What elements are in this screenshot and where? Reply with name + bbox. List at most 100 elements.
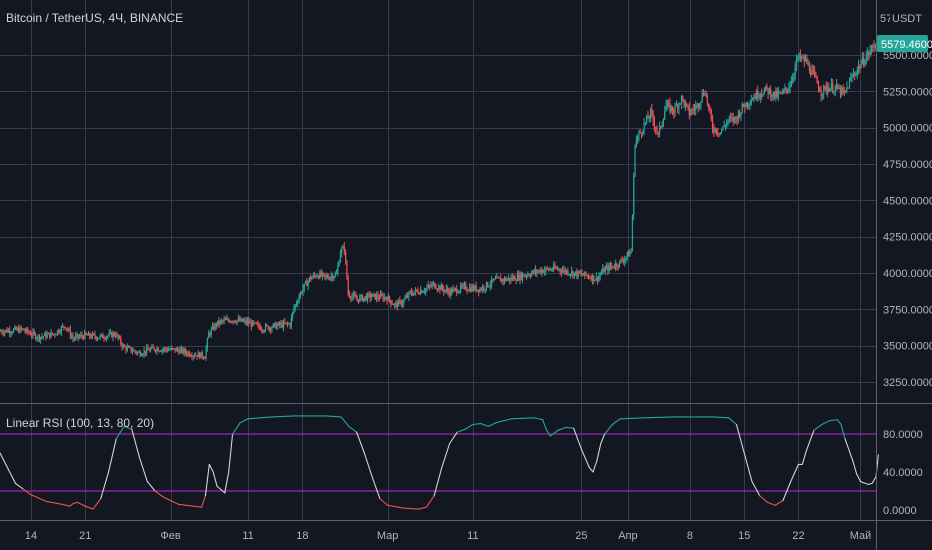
price-tick-label: 3250.0000 <box>883 377 932 389</box>
candle-body <box>715 128 718 134</box>
candle-body <box>799 54 802 59</box>
candle-body <box>208 333 210 339</box>
candle-body <box>151 346 153 349</box>
candle-body <box>808 63 811 72</box>
currency-label[interactable]: USDT <box>892 13 922 25</box>
candle-body <box>53 334 55 336</box>
chart-title: Bitcoin / TetherUS, 4Ч, BINANCE <box>6 11 183 25</box>
candle-body <box>162 349 165 351</box>
candle-body <box>395 302 397 304</box>
candle-body <box>301 292 303 294</box>
candle-body <box>144 350 146 354</box>
candle-body <box>647 116 649 119</box>
candle-body <box>432 282 435 284</box>
candle-body <box>461 285 463 287</box>
candle-body <box>82 336 84 339</box>
candle-body <box>257 323 259 325</box>
currency-badge[interactable] <box>890 9 916 26</box>
candle-body <box>335 273 338 275</box>
candle-body <box>573 272 575 277</box>
candle-body <box>435 288 437 290</box>
candle-body <box>139 351 141 356</box>
candle-body <box>789 86 791 88</box>
candlestick-series[interactable] <box>0 37 879 362</box>
candle-body <box>352 294 354 297</box>
candle-body <box>519 273 521 280</box>
candle-body <box>317 276 320 279</box>
candle-body <box>49 332 51 338</box>
candle-body <box>590 277 592 281</box>
candle-body <box>347 278 349 294</box>
candle-body <box>189 355 192 357</box>
candle-body <box>536 269 538 273</box>
candle-body <box>599 274 601 277</box>
candle-body <box>87 332 90 336</box>
rsi-line-segment <box>604 423 613 435</box>
rsi-line-segment <box>840 423 846 440</box>
candle-body <box>281 323 283 328</box>
candle-body <box>363 297 365 301</box>
candle-body <box>503 277 506 282</box>
candle-body <box>542 269 544 273</box>
candle-body <box>697 104 699 108</box>
rsi-level-lines <box>0 433 876 492</box>
rsi-line-series[interactable] <box>0 415 879 510</box>
candle-body <box>668 102 670 104</box>
candle-body <box>527 274 529 277</box>
candle-body <box>571 271 573 275</box>
time-axis[interactable]: 14 21 Фев 11 18 Мар 11 25 Апр 8 15 22 Май <box>25 530 871 542</box>
candle-body <box>374 293 376 300</box>
rsi-line-segment <box>511 417 536 420</box>
time-tick-label: 8 <box>687 530 693 542</box>
candle-body <box>842 88 844 92</box>
candle-body <box>737 112 739 121</box>
rsi-axis[interactable]: 80.0000 40.0000 0.0000 <box>883 429 923 517</box>
candle-body <box>107 335 109 337</box>
rsi-line-segment <box>456 428 466 433</box>
candle-body <box>781 91 783 94</box>
candle-body <box>373 293 375 295</box>
candle-body <box>699 104 701 108</box>
candle-body <box>429 285 431 287</box>
candle-body <box>448 291 450 296</box>
candle-body <box>365 296 367 301</box>
candle-body <box>719 132 721 135</box>
candle-body <box>755 91 758 99</box>
candle-body <box>226 318 228 320</box>
candle-body <box>421 290 423 293</box>
candle-body <box>332 275 334 279</box>
rsi-line-segment <box>801 450 807 465</box>
candle-body <box>483 286 485 290</box>
candle-body <box>847 87 849 89</box>
candle-body <box>462 285 464 287</box>
candle-body <box>400 300 402 305</box>
candle-body <box>811 69 813 75</box>
candle-body <box>797 57 799 59</box>
candle-body <box>210 329 212 335</box>
candle-body <box>630 251 632 253</box>
candle-body <box>155 350 157 352</box>
candle-body <box>413 292 415 296</box>
price-axis[interactable]: 5500.0000 5250.0000 5000.0000 4750.0000 4500… <box>883 50 932 389</box>
time-tick-label: Фев <box>160 530 180 542</box>
candle-body <box>770 89 772 98</box>
candle-body <box>116 334 118 337</box>
candle-body <box>288 323 290 325</box>
candle-body <box>593 275 595 281</box>
candle-body <box>240 318 242 321</box>
rsi-line-segment <box>14 482 24 490</box>
candle-body <box>520 273 522 280</box>
candle-body <box>804 58 807 62</box>
candle-body <box>94 334 96 337</box>
candle-body <box>750 100 752 104</box>
candle-body <box>422 291 424 293</box>
rsi-line-segment <box>596 442 602 462</box>
candle-body <box>569 274 572 276</box>
candle-body <box>255 322 258 324</box>
candle-body <box>821 93 823 96</box>
candle-body <box>850 77 852 81</box>
candle-body <box>567 270 569 275</box>
candle-body <box>870 46 873 51</box>
candle-body <box>438 285 440 290</box>
